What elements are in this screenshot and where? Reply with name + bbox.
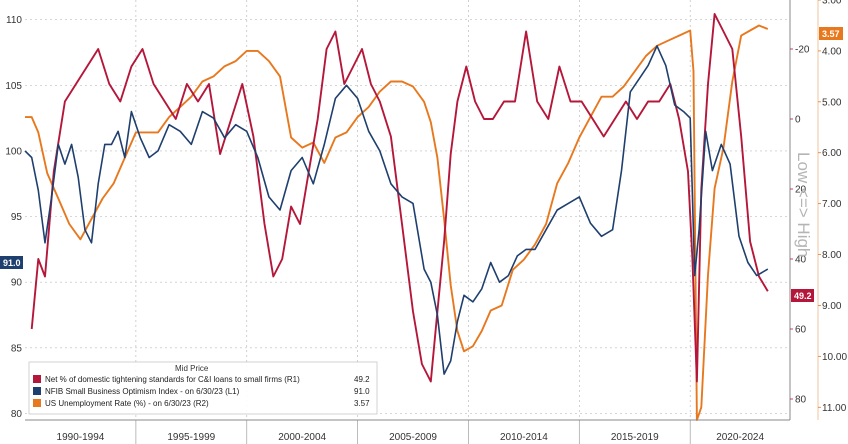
right-axes: -20 0 20 40 60 80 3.00 4.00 5.00 6.00 7.00 8.00 9.00…	[789, 0, 847, 420]
r1-tick-label: 40	[795, 255, 807, 266]
r2-tick-label: 6.00	[822, 148, 842, 159]
legend-entry-unemployment: US Unemployment Rate (%) - on 6/30/23 (R…	[33, 399, 370, 408]
x-tick-label: 2020-2024	[716, 432, 764, 443]
left-tick-label: 105	[5, 81, 22, 92]
plot-background	[25, 0, 790, 420]
series-layer	[24, 13, 769, 421]
left-tick-label: 90	[11, 278, 23, 289]
side-label: Low <=> High	[794, 152, 813, 257]
r2-tick-label: 8.00	[822, 250, 842, 261]
svg-text:49.2: 49.2	[794, 291, 812, 301]
svg-text:3.57: 3.57	[822, 29, 840, 39]
x-tick-label: 2015-2019	[611, 432, 659, 443]
svg-text:91.0: 91.0	[354, 387, 370, 396]
legend-box	[28, 361, 378, 415]
x-tick-label: 1995-1999	[167, 432, 215, 443]
series-line-unemployment	[25, 24, 769, 421]
svg-text:3.57: 3.57	[354, 399, 370, 408]
r1-tick-label: 0	[795, 115, 801, 126]
r2-tick-label: 10.00	[822, 352, 847, 363]
badge-nfib: 91.0	[0, 256, 23, 269]
legend: Mid Price Net % of domestic tightening s…	[28, 361, 378, 415]
legend-entry-nfib: NFIB Small Business Optimism Index - on …	[33, 387, 370, 396]
legend-entry-tightening: Net % of domestic tightening standards f…	[33, 375, 370, 384]
svg-text:NFIB Small Business Optimism I: NFIB Small Business Optimism Index - on …	[45, 387, 240, 396]
r2-tick-label: 9.00	[822, 301, 842, 312]
left-tick-label: 85	[11, 343, 23, 354]
x-tick-label: 2000-2004	[278, 432, 326, 443]
r1-tick-label: -20	[795, 45, 810, 56]
svg-text:Net % of domestic tightening s: Net % of domestic tightening standards f…	[45, 375, 300, 384]
svg-text:91.0: 91.0	[3, 258, 21, 268]
svg-text:US Unemployment Rate (%) - o: US Unemployment Rate (%) - on 6/30/23 (R…	[45, 399, 209, 408]
r2-tick-label: 3.00	[822, 0, 842, 7]
r1-tick-label: 80	[795, 395, 807, 406]
r2-tick-label: 4.00	[822, 46, 842, 57]
left-axis: 110 105 100 95 90 85 80	[5, 15, 22, 420]
x-tick-label: 2010-2014	[500, 432, 548, 443]
r2-tick-label: 5.00	[822, 97, 842, 108]
badge-unemployment: 3.57	[819, 27, 843, 40]
x-tick-label: 2005-2009	[389, 432, 437, 443]
left-tick-label: 80	[11, 409, 23, 420]
left-tick-label: 110	[6, 15, 22, 26]
r2-tick-label: 7.00	[822, 199, 842, 210]
bottom-axis: 1990-1994 1995-1999 2000-2004 2005-2009 2010…	[25, 419, 790, 444]
left-tick-label: 95	[11, 212, 23, 223]
r1-tick-label: 20	[795, 185, 807, 196]
legend-title: Mid Price	[175, 364, 209, 373]
x-tick-label: 1990-1994	[57, 432, 105, 443]
r2-tick-label: 11.00	[822, 403, 847, 414]
left-tick-label: 100	[5, 146, 22, 157]
badge-tightening: 49.2	[791, 289, 814, 302]
series-line-nfib	[24, 45, 769, 375]
r1-tick-label: 60	[795, 325, 807, 336]
svg-text:49.2: 49.2	[354, 375, 370, 384]
